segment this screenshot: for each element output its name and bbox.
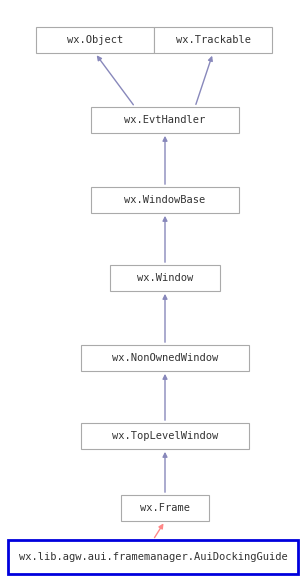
FancyBboxPatch shape [154, 27, 272, 53]
FancyBboxPatch shape [91, 187, 239, 213]
Text: wx.TopLevelWindow: wx.TopLevelWindow [112, 431, 218, 441]
Text: wx.Object: wx.Object [67, 35, 123, 45]
Text: wx.lib.agw.aui.framemanager.AuiDockingGuide: wx.lib.agw.aui.framemanager.AuiDockingGu… [19, 552, 287, 562]
Text: wx.Window: wx.Window [137, 273, 193, 283]
Text: wx.EvtHandler: wx.EvtHandler [124, 115, 206, 125]
FancyBboxPatch shape [81, 345, 249, 371]
FancyBboxPatch shape [110, 265, 220, 291]
FancyBboxPatch shape [36, 27, 154, 53]
FancyBboxPatch shape [91, 107, 239, 133]
Text: wx.WindowBase: wx.WindowBase [124, 195, 206, 205]
FancyBboxPatch shape [121, 495, 209, 521]
FancyBboxPatch shape [81, 423, 249, 449]
Text: wx.Frame: wx.Frame [140, 503, 190, 513]
Text: wx.NonOwnedWindow: wx.NonOwnedWindow [112, 353, 218, 363]
FancyBboxPatch shape [8, 540, 298, 574]
Text: wx.Trackable: wx.Trackable [176, 35, 251, 45]
